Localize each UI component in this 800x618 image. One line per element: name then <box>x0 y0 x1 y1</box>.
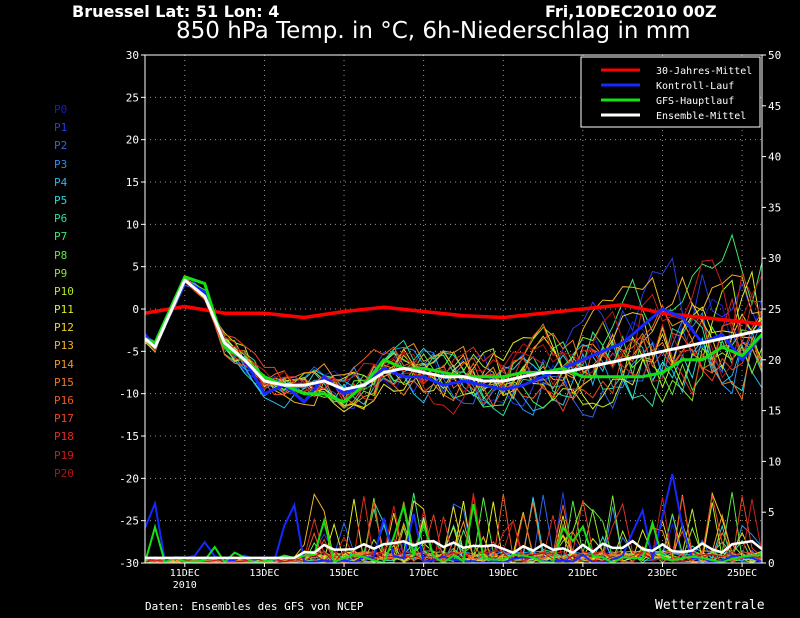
data-source: Daten: Ensembles des GFS von NCEP <box>145 600 364 613</box>
member-line-P12 <box>145 279 762 413</box>
x-tick-2: 15DEC <box>329 568 359 579</box>
y-right-tick-3: 35 <box>768 201 781 214</box>
axes: 302520151050-5-10-15-20-25-3050454035302… <box>119 49 781 591</box>
member-label-P11: P11 <box>54 303 74 317</box>
y-left-tick-7: -5 <box>126 345 139 358</box>
x-tick-0: 11DEC <box>170 568 200 579</box>
legend-label-1: Kontroll-Lauf <box>656 81 734 92</box>
y-left-tick-11: -25 <box>119 515 139 528</box>
y-left-tick-1: 25 <box>126 91 139 104</box>
member-precip-P16 <box>145 493 762 563</box>
run-date-label: Fri,10DEC2010 00Z <box>545 2 717 21</box>
member-line-P3 <box>145 279 762 416</box>
member-label-P20: P20 <box>54 466 74 480</box>
member-line-P17 <box>145 277 762 413</box>
y-left-tick-0: 30 <box>126 49 139 62</box>
y-left-tick-9: -15 <box>119 430 139 443</box>
member-label-P12: P12 <box>54 321 74 335</box>
member-label-P0: P0 <box>54 103 68 116</box>
y-right-tick-5: 25 <box>768 303 781 316</box>
y-left-tick-3: 15 <box>126 176 139 189</box>
member-label-P15: P15 <box>54 375 74 389</box>
legend: 30-Jahres-Mittel Kontroll-Lauf GFS-Hauptla… <box>580 56 761 128</box>
y-left-tick-6: 0 <box>132 303 139 316</box>
member-label-P1: P1 <box>54 121 68 135</box>
y-left-tick-10: -20 <box>119 472 139 485</box>
legend-label-0: 30-Jahres-Mittel <box>656 66 752 77</box>
legend-label-3: Ensemble-Mittel <box>656 111 746 122</box>
y-right-tick-4: 30 <box>768 252 781 265</box>
member-label-P9: P9 <box>54 266 68 280</box>
main-precip-2 <box>145 539 762 560</box>
chart-title: 850 hPa Temp. in °C, 6h-Niederschlag in … <box>176 18 691 44</box>
y-right-tick-1: 45 <box>768 100 781 113</box>
y-right-tick-0: 50 <box>768 49 781 62</box>
x-tick-3: 17DEC <box>409 568 439 579</box>
member-label-P7: P7 <box>54 230 68 244</box>
member-label-P19: P19 <box>54 448 74 462</box>
y-left-tick-4: 10 <box>126 218 139 231</box>
main-series-lines <box>145 275 762 404</box>
x-tick-5: 21DEC <box>568 568 598 579</box>
x-tick-4: 19DEC <box>488 568 518 579</box>
member-label-P8: P8 <box>54 248 68 262</box>
precipitation-lines <box>145 473 762 563</box>
y-left-tick-8: -10 <box>119 388 139 401</box>
y-left-tick-2: 20 <box>126 134 139 147</box>
x-tick-6: 23DEC <box>647 568 677 579</box>
member-line-P2 <box>145 284 762 418</box>
legend-label-2: GFS-Hauptlauf <box>656 96 734 107</box>
member-line-P19 <box>145 259 762 415</box>
member-label-P5: P5 <box>54 193 68 207</box>
y-left-tick-5: 5 <box>132 261 139 274</box>
member-label-P6: P6 <box>54 212 68 226</box>
x-tick-1: 13DEC <box>249 568 279 579</box>
member-label-P14: P14 <box>54 357 74 371</box>
y-right-tick-9: 5 <box>768 506 775 519</box>
series-line-3 <box>145 278 762 391</box>
member-label-P2: P2 <box>54 139 68 153</box>
x-tick-7: 25DEC <box>727 568 757 579</box>
member-label-P4: P4 <box>54 175 68 189</box>
ensemble-member-lines <box>145 233 762 418</box>
location-label: Bruessel Lat: 51 Lon: 4 <box>72 2 280 21</box>
member-line-P5 <box>145 278 762 406</box>
y-right-tick-8: 10 <box>768 455 781 468</box>
member-label-P16: P16 <box>54 394 74 407</box>
member-label-P17: P17 <box>54 412 74 426</box>
member-list: P0 P1 P2 P3 P4 P5 P6 P7 P8 P9 P10 P11 P12 P13 P14 P15 P1… <box>54 101 74 483</box>
x-tick-sub-0: 2010 <box>173 580 197 591</box>
y-right-tick-2: 40 <box>768 151 781 164</box>
y-right-tick-7: 15 <box>768 405 781 418</box>
member-label-P10: P10 <box>54 284 74 298</box>
member-label-P18: P18 <box>54 430 74 444</box>
member-label-P13: P13 <box>54 339 74 353</box>
y-right-tick-6: 20 <box>768 354 781 367</box>
member-label-P3: P3 <box>54 157 68 171</box>
brand-label: Wetterzentrale <box>655 598 765 613</box>
y-right-tick-10: 0 <box>768 557 775 570</box>
y-left-tick-12: -30 <box>119 557 139 570</box>
member-line-P14 <box>145 274 762 405</box>
